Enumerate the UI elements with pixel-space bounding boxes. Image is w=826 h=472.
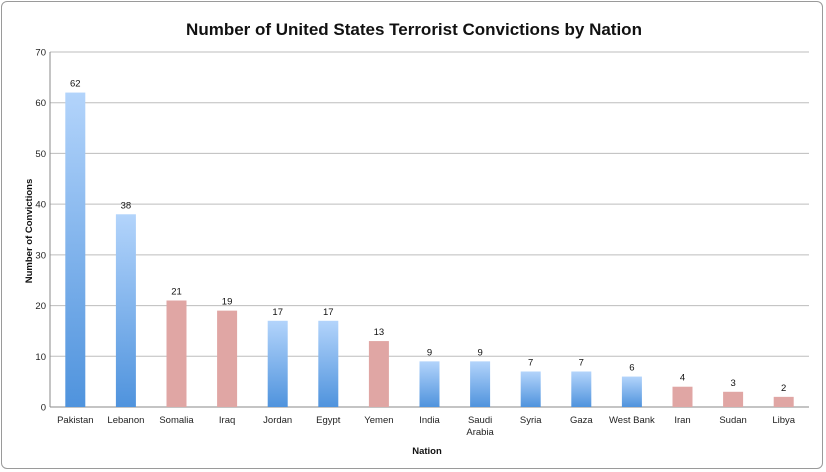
x-tick-label: West Bank xyxy=(609,415,655,426)
x-tick-label: Egypt xyxy=(316,415,341,426)
bar xyxy=(115,214,136,407)
bar xyxy=(520,371,541,407)
x-tick-label: Pakistan xyxy=(57,415,93,426)
y-tick-label: 0 xyxy=(41,403,46,414)
bar xyxy=(267,320,288,407)
bar xyxy=(470,361,491,407)
data-label: 17 xyxy=(323,307,334,318)
data-label: 2 xyxy=(781,383,786,394)
data-labels: 62 38 21 19 17 17 13 9 9 7 7 6 4 3 2 xyxy=(70,79,786,394)
x-tick-label: Yemen xyxy=(364,415,393,426)
bar xyxy=(571,371,592,407)
x-tick-label: Iran xyxy=(674,415,690,426)
data-label: 9 xyxy=(477,347,482,358)
bar xyxy=(65,92,86,408)
y-axis-ticks: 0 10 20 30 40 50 60 70 xyxy=(35,48,46,414)
x-tick-label: Iraq xyxy=(219,415,235,426)
y-tick-label: 20 xyxy=(35,301,46,312)
x-tick-label: Jordan xyxy=(263,415,292,426)
x-tick-label: India xyxy=(419,415,440,426)
bar xyxy=(368,341,389,407)
data-label: 19 xyxy=(222,297,233,308)
data-label: 4 xyxy=(680,373,685,384)
data-label: 38 xyxy=(121,200,132,211)
x-tick-label: Lebanon xyxy=(107,415,144,426)
y-tick-label: 70 xyxy=(35,48,46,59)
x-tick-label: Saudi Arabia xyxy=(466,415,494,438)
bar xyxy=(419,361,440,407)
y-tick-label: 60 xyxy=(35,98,46,109)
bar xyxy=(773,396,794,407)
x-tick-label: Somalia xyxy=(159,415,194,426)
data-label: 7 xyxy=(579,358,584,369)
y-axis-title: Number of Convictions xyxy=(24,179,35,284)
bar xyxy=(318,320,339,407)
bar xyxy=(217,310,238,407)
data-label: 13 xyxy=(374,327,385,338)
data-label: 62 xyxy=(70,79,81,90)
x-tick-label: Libya xyxy=(772,415,795,426)
bar xyxy=(621,376,642,407)
x-tick-label: Sudan xyxy=(719,415,746,426)
x-axis-ticks: Pakistan Lebanon Somalia Iraq Jordan Egypt Yem… xyxy=(57,415,796,438)
x-axis-title: Nation xyxy=(412,446,442,457)
data-label: 21 xyxy=(171,287,182,298)
data-label: 17 xyxy=(272,307,283,318)
data-label: 3 xyxy=(730,378,735,389)
bar xyxy=(166,300,187,407)
chart-title: Number of United States Terrorist Convic… xyxy=(186,20,642,39)
y-tick-label: 50 xyxy=(35,149,46,160)
x-tick-label: Gaza xyxy=(570,415,593,426)
y-tick-label: 40 xyxy=(35,200,46,211)
bar xyxy=(672,386,693,407)
bar xyxy=(723,391,744,407)
y-tick-label: 10 xyxy=(35,352,46,363)
data-label: 7 xyxy=(528,358,533,369)
data-label: 6 xyxy=(629,363,634,374)
y-tick-label: 30 xyxy=(35,250,46,261)
x-tick-label: Syria xyxy=(520,415,542,426)
data-label: 9 xyxy=(427,347,432,358)
bars xyxy=(65,92,794,408)
